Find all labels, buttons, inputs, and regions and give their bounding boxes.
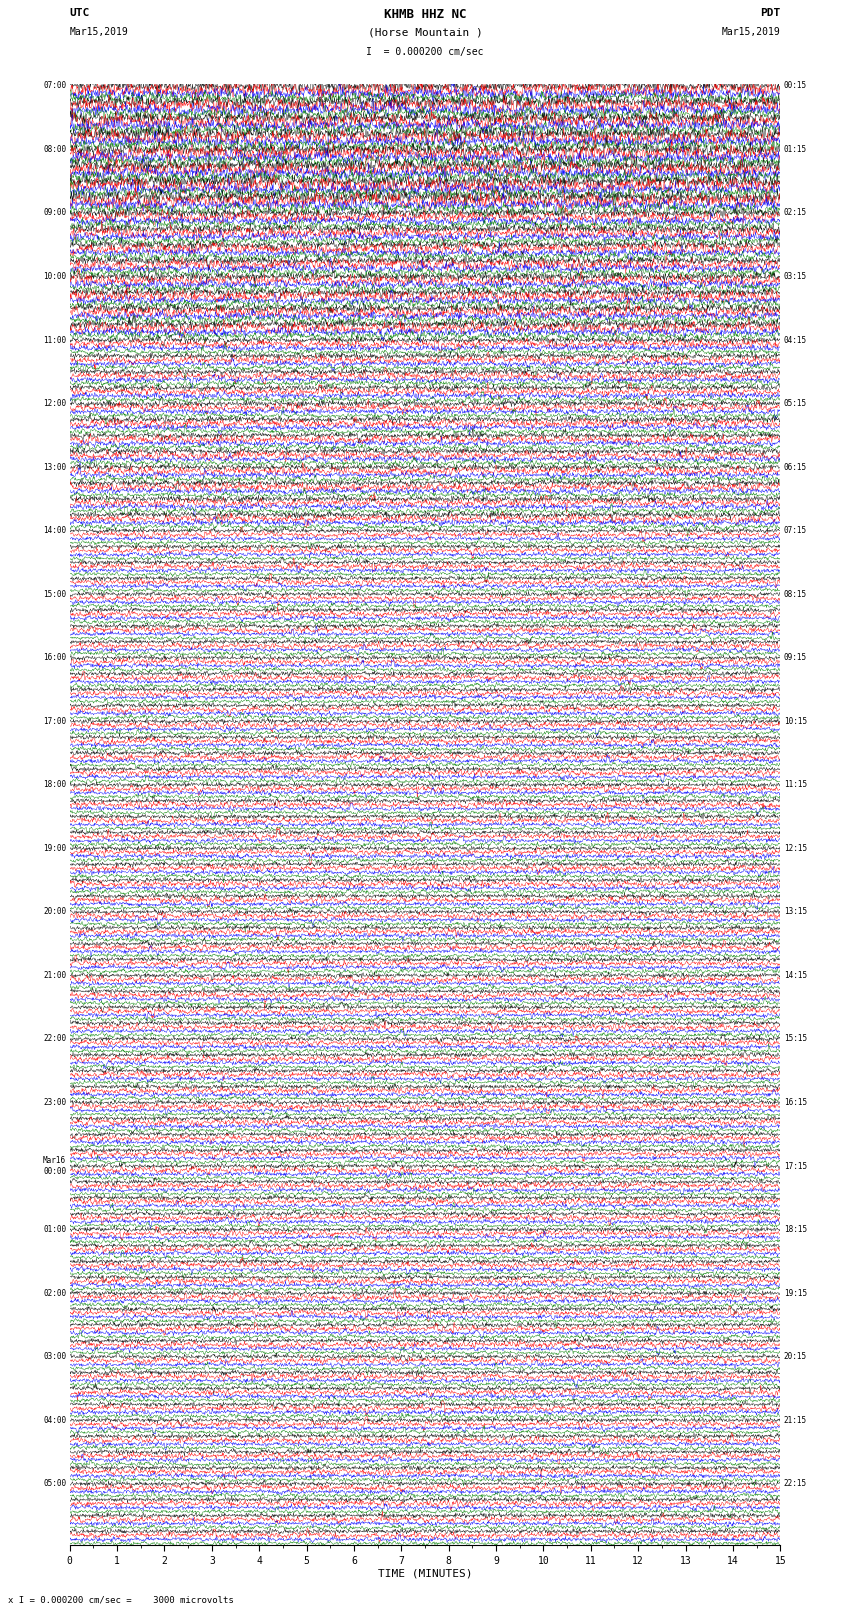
Text: 01:00: 01:00 [43,1224,66,1234]
Text: Mar16
00:00: Mar16 00:00 [43,1157,66,1176]
Text: 00:15: 00:15 [784,81,807,90]
Text: 04:00: 04:00 [43,1416,66,1424]
Text: 05:00: 05:00 [43,1479,66,1489]
Text: 19:00: 19:00 [43,844,66,853]
Text: I  = 0.000200 cm/sec: I = 0.000200 cm/sec [366,47,484,56]
Text: 22:00: 22:00 [43,1034,66,1044]
Text: 09:00: 09:00 [43,208,66,218]
Text: 08:00: 08:00 [43,145,66,153]
Text: 15:15: 15:15 [784,1034,807,1044]
X-axis label: TIME (MINUTES): TIME (MINUTES) [377,1568,473,1579]
Text: 11:15: 11:15 [784,781,807,789]
Text: 03:00: 03:00 [43,1352,66,1361]
Text: 19:15: 19:15 [784,1289,807,1297]
Text: 16:00: 16:00 [43,653,66,663]
Text: 21:15: 21:15 [784,1416,807,1424]
Text: 20:00: 20:00 [43,908,66,916]
Text: 14:00: 14:00 [43,526,66,536]
Text: (Horse Mountain ): (Horse Mountain ) [367,27,483,37]
Text: 12:00: 12:00 [43,398,66,408]
Text: Mar15,2019: Mar15,2019 [70,27,128,37]
Text: 12:15: 12:15 [784,844,807,853]
Text: 18:00: 18:00 [43,781,66,789]
Text: 14:15: 14:15 [784,971,807,979]
Text: 20:15: 20:15 [784,1352,807,1361]
Text: 02:15: 02:15 [784,208,807,218]
Text: 17:15: 17:15 [784,1161,807,1171]
Text: PDT: PDT [760,8,780,18]
Text: Mar15,2019: Mar15,2019 [722,27,780,37]
Text: x I = 0.000200 cm/sec =    3000 microvolts: x I = 0.000200 cm/sec = 3000 microvolts [8,1595,235,1605]
Text: 21:00: 21:00 [43,971,66,979]
Text: UTC: UTC [70,8,90,18]
Text: 05:15: 05:15 [784,398,807,408]
Text: 02:00: 02:00 [43,1289,66,1297]
Text: 06:15: 06:15 [784,463,807,471]
Text: 16:15: 16:15 [784,1098,807,1107]
Text: 07:15: 07:15 [784,526,807,536]
Text: 07:00: 07:00 [43,81,66,90]
Text: 23:00: 23:00 [43,1098,66,1107]
Text: 18:15: 18:15 [784,1224,807,1234]
Text: 11:00: 11:00 [43,336,66,345]
Text: KHMB HHZ NC: KHMB HHZ NC [383,8,467,21]
Text: 13:00: 13:00 [43,463,66,471]
Text: 13:15: 13:15 [784,908,807,916]
Text: 03:15: 03:15 [784,273,807,281]
Text: 09:15: 09:15 [784,653,807,663]
Text: 15:00: 15:00 [43,590,66,598]
Text: 22:15: 22:15 [784,1479,807,1489]
Text: 08:15: 08:15 [784,590,807,598]
Text: 10:00: 10:00 [43,273,66,281]
Text: 17:00: 17:00 [43,716,66,726]
Text: 04:15: 04:15 [784,336,807,345]
Text: 10:15: 10:15 [784,716,807,726]
Text: 01:15: 01:15 [784,145,807,153]
